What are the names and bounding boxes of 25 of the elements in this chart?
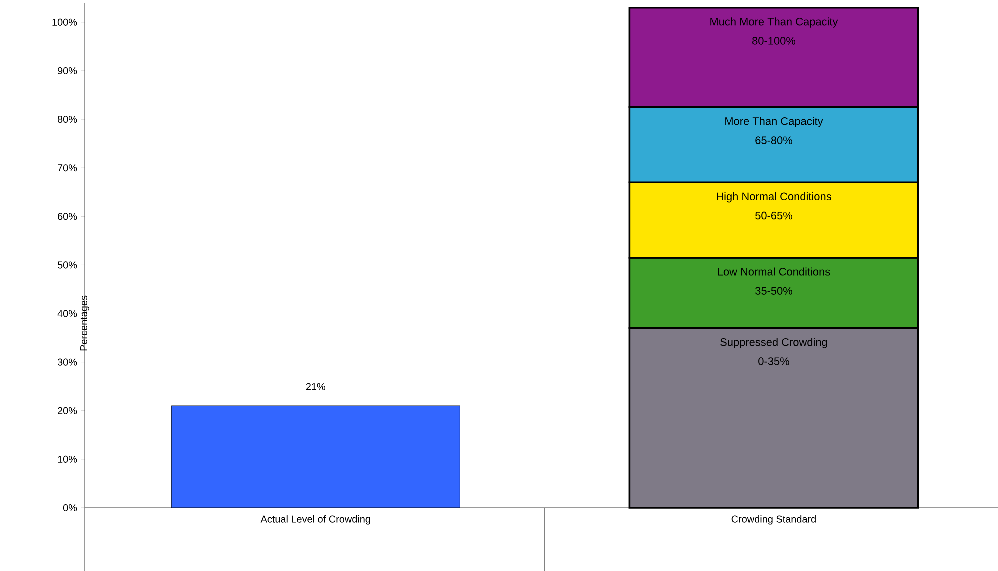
y-tick-label: 50%: [58, 262, 78, 269]
annotation: 0-35%: [758, 358, 790, 366]
series-label: Low Normal Conditions: [718, 268, 830, 276]
y-tick-label: 80%: [58, 116, 78, 124]
data-label: 21%: [306, 383, 326, 390]
series-label: Suppressed Crowding: [720, 338, 828, 348]
y-tick-label: 0%: [63, 504, 78, 512]
y-tick-label: 30%: [58, 358, 78, 366]
series-label: Much More Than Capacity: [710, 18, 838, 28]
annotation: 50-65%: [756, 212, 792, 220]
y-axis-title: Percentages: [80, 296, 90, 351]
series-label: High Normal Conditions: [717, 192, 832, 203]
y-tick-label: 70%: [58, 164, 78, 172]
y-tick-label: 100%: [52, 18, 78, 26]
x-tick-label: Actual Level of Crowding: [260, 516, 370, 525]
annotation: 35-50%: [756, 287, 792, 295]
x-tick-label: Crowding Standard: [732, 516, 816, 525]
y-tick-label: 10%: [58, 456, 78, 463]
y-tick-label: 60%: [58, 213, 78, 220]
y-tick-label: 40%: [58, 310, 78, 318]
annotation: 65-80%: [756, 136, 792, 144]
annotation: 80-100%: [752, 37, 796, 45]
y-tick-label: 90%: [58, 67, 78, 74]
series-label: More Than Capacity: [726, 117, 824, 128]
y-tick-label: 20%: [58, 407, 78, 414]
